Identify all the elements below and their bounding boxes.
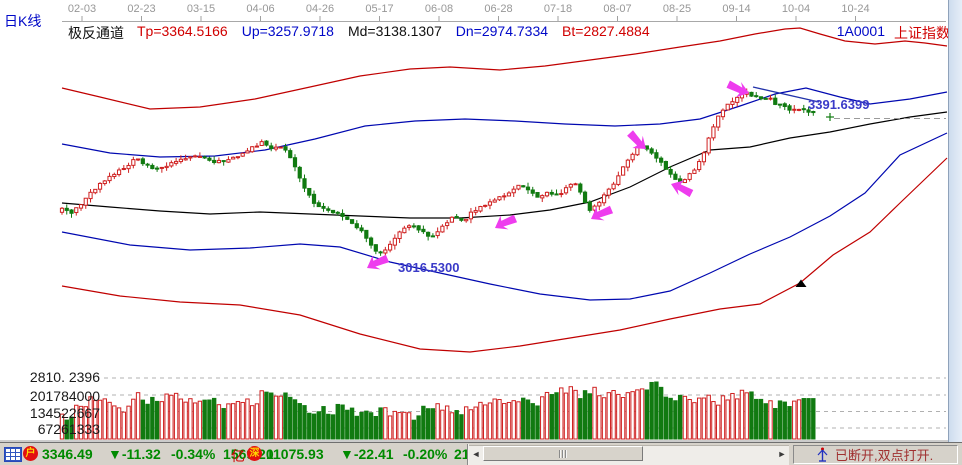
connection-status-panel[interactable]: 已断开,双点打开. [793,445,958,464]
indicator-param: Dn=2974.7334 [455,23,549,39]
indicator-param: Up=3257.9718 [241,23,334,39]
x-axis-date: 09-14 [722,3,751,15]
symbol-name: 上证指数 [894,25,950,41]
shenzhen-exchange-icon[interactable]: 深 [247,446,262,461]
kline-chart-canvas[interactable] [0,0,962,442]
low-price-annotation: 3016.5300 [398,260,460,275]
volume-axis-label-2: 134522667 [29,404,100,421]
indicator-param: Bt=2827.4884 [562,23,650,39]
symbol-code: 1A0001 [836,23,885,39]
sh-index-pct: -0.34% [171,446,216,462]
volume-bars [59,381,816,440]
x-axis-date: 02-03 [67,3,97,15]
x-axis-date: 05-17 [365,3,394,15]
status-bar: 户 3346.49 ▼-11.32 -0.34% 1569.20 亿 深 110… [0,442,962,465]
shenzhen-icon-glyph: 深 [249,447,260,459]
period-label[interactable]: 日K线 [4,13,42,29]
x-axis-date: 04-06 [246,3,275,15]
sz-index-pct: -0.20% [403,446,448,462]
scrollbar-grip-icon [559,449,567,458]
scroll-left-button[interactable]: ◄ [471,448,481,459]
x-axis-date: 03-15 [186,3,216,15]
indicator-param: Tp=3364.5166 [137,23,228,39]
scroll-right-button[interactable]: ► [777,448,787,459]
channel-line-bt [61,157,948,353]
channel-line-tp [61,27,948,110]
window-right-edge [948,0,962,442]
sh-index-value[interactable]: 3346.49 [42,446,93,462]
shanghai-icon-glyph: 户 [25,447,36,459]
x-axis-date: 10-04 [781,3,811,15]
x-axis-date: 08-25 [662,3,692,15]
channel-line-dn [61,132,948,301]
x-axis-date-row: 02-03 02-23 03-15 04-06 04-26 05-17 06-08 06-28… [0,3,962,17]
kline-chart-region: 日K线 02-03 02-23 03-15 04-06 04-26 05-17 06-08 0… [0,0,962,442]
candlesticks [59,88,816,256]
volume-axis-label-3: 67261333 [37,421,100,437]
x-axis-date: 07-18 [543,3,573,15]
quote-grid-icon[interactable] [4,447,22,462]
sz-index-change: ▼-22.41 [340,446,394,462]
sz-index-value[interactable]: 11075.93 [266,446,324,462]
antenna-icon [817,447,828,462]
x-axis-date: 04-26 [305,3,335,15]
x-axis-date: 08-07 [603,3,632,15]
high-price-annotation: 3391.6399 [808,97,870,112]
x-axis-date: 10-24 [841,3,870,15]
x-axis-date: 06-28 [484,3,513,15]
symbol-header: 1A0001 上证指数 [837,23,950,43]
shanghai-exchange-icon[interactable]: 户 [23,446,38,461]
indicator-param: Md=3138.1307 [347,23,442,39]
horizontal-scrollbar-thumb[interactable] [483,446,643,461]
x-axis-date: 06-08 [424,3,454,15]
volume-axis-label-1: 201784000 [29,388,100,404]
indicator-name[interactable]: 极反通道 [68,25,124,41]
channel-line-up [61,87,948,158]
sh-index-change: ▼-11.32 [108,446,161,462]
chart-annotations [752,86,946,287]
channel-line-md [61,111,948,219]
sh-amount-unit: 亿 [231,448,245,464]
indicator-params: Tp=3364.5166 Up=3257.9718 Md=3138.1307 Dn=2… [137,23,650,39]
statusbar-separator [467,444,468,465]
x-axis [0,16,962,442]
price-axis-min-label: 2810. 2396 [29,369,100,385]
connection-status-text: 已断开,双点打开. [835,448,934,463]
x-axis-date: 02-23 [127,3,156,15]
signal-arrows [367,80,749,270]
